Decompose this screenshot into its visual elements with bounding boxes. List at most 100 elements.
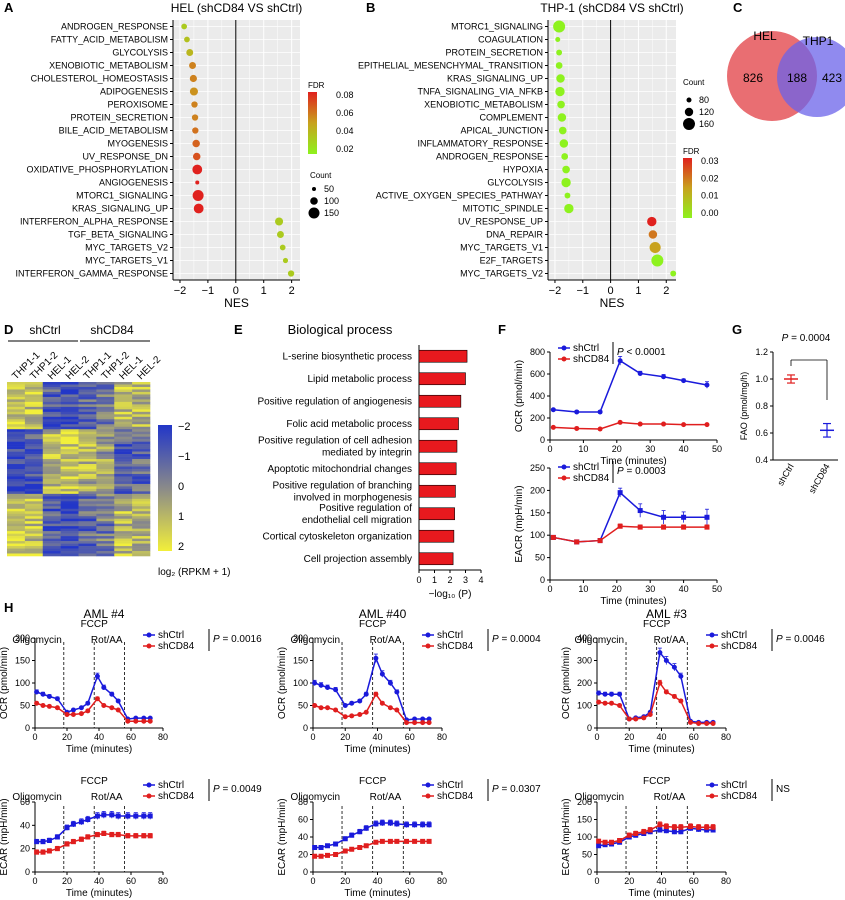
heatmap-cell [42,523,61,527]
heatmap-cell [7,414,26,418]
heatmap-cell [42,382,61,385]
heatmap-cell [42,553,61,557]
data-point [312,853,318,859]
group-label: shCD84 [90,323,134,337]
data-point [363,843,369,849]
heatmap-cell [78,409,97,413]
heatmap-cell [96,459,115,462]
heatmap-cell [96,451,115,455]
chart-title: THP-1 (shCD84 VS shCtrl) [540,1,683,15]
heatmap-cell [24,459,44,462]
heatmap-cell [60,394,79,398]
data-point [394,707,400,713]
heatmap-cell [132,429,151,433]
data-point [184,36,190,43]
heatmap-cell [60,389,79,393]
x-axis-label: Time (minutes) [628,888,694,899]
heatmap-cell [42,473,61,477]
data-point [312,680,318,686]
x-tick-label: −1 [202,285,215,297]
data-point [633,831,639,836]
heatmap-cell [42,439,61,442]
heatmap-cell [96,476,115,480]
heatmap-cell [132,553,151,557]
data-point [651,254,664,267]
heatmap-cell [96,406,115,410]
legend-label: shCtrl [158,630,184,641]
x-tick-label: 20 [340,732,350,742]
x-tick-label: 0 [32,876,37,886]
heatmap-cell [7,553,26,557]
heatmap-cell [42,498,61,502]
heatmap-cell [60,399,79,403]
data-point [85,700,91,706]
x-tick-label: 2 [447,575,452,585]
heatmap-cell [60,444,79,447]
heatmap-cell [96,521,115,524]
data-point [325,705,331,711]
heatmap-cell [96,488,115,492]
heatmap-cell [132,394,151,398]
heatmap-cell [114,444,133,447]
heatmap-cell [78,528,97,532]
heatmap-cell [78,451,97,455]
x-tick-label: shCtrl [775,462,795,487]
heatmap-cell [78,526,97,529]
heatmap-cell [42,503,61,507]
y-axis-label: ECAR (mpH/min) [0,798,10,875]
heatmap-cell [7,444,26,447]
data-point [181,23,188,30]
heatmap-cell [24,439,44,442]
heatmap-cell [42,384,61,388]
legend-marker [425,632,431,638]
legend-label: shCD84 [721,641,758,652]
legend-tick-label: 0.00 [701,208,719,218]
heatmap-cell [96,411,115,415]
heatmap-cell [78,424,97,428]
category-label: Positive regulation of branching [272,480,412,491]
heatmap-cell [60,478,79,482]
category-label: MYOGENESIS [107,139,168,149]
heatmap-cell [78,533,97,537]
data-point [637,508,643,514]
heatmap-cell [96,464,115,467]
heatmap-cell [96,506,115,510]
heatmap-cell [7,531,26,534]
data-point [54,705,60,711]
legend-label: shCtrl [573,462,599,473]
y-tick-label: 60 [20,797,30,807]
data-point [710,827,716,833]
heatmap-cell [132,548,151,552]
data-point [556,74,565,83]
heatmap-cell [96,493,115,497]
data-point [555,37,561,42]
heatmap-cell [96,551,115,554]
category-label: MYC_TARGETS_V1 [85,256,168,266]
y-tick-label: 200 [15,633,30,643]
legend-marker [146,793,152,799]
heatmap-cell [24,441,44,445]
data-point [574,425,580,431]
data-point [704,824,710,830]
data-point [412,720,418,726]
heatmap-cell [42,543,61,547]
heatmap-cell [7,421,26,425]
heatmap-cell [132,406,151,410]
heatmap-cell [78,548,97,552]
heatmap-cell [96,496,115,500]
heatmap-cell [7,461,26,465]
y-tick-label: 100 [15,678,30,688]
heatmap-cell [78,399,97,403]
data-point [412,716,418,722]
heatmap-cell [96,491,115,495]
data-point [670,270,677,277]
heatmap-cell [7,546,26,549]
heatmap-cell [24,426,44,430]
series-line [314,840,430,857]
heatmap-cell [7,501,26,505]
heatmap-cell [60,421,79,425]
heatmap-cell [7,409,26,413]
data-point [34,849,40,855]
heatmap-cell [42,506,61,510]
